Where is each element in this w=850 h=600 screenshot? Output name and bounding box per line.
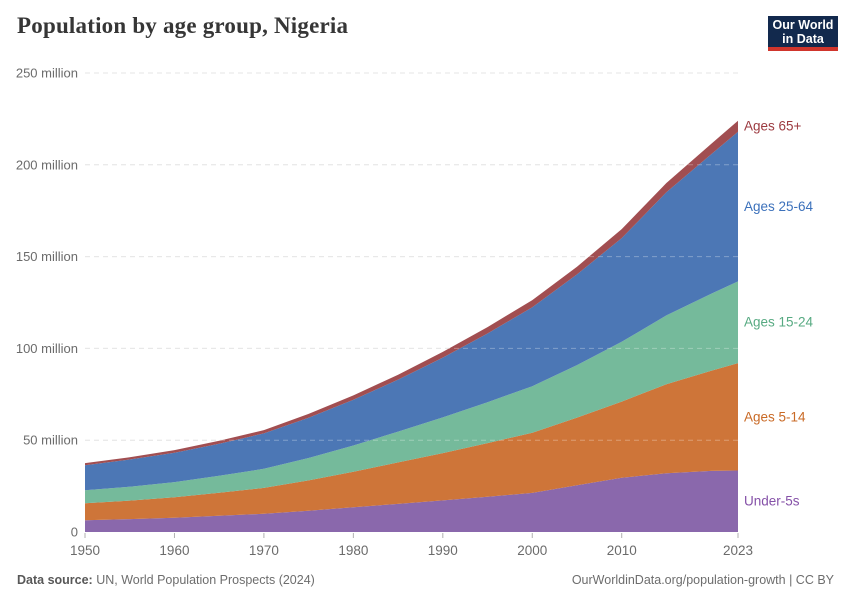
y-tick-label: 100 million	[16, 341, 78, 356]
legend-label-ages-25-64: Ages 25-64	[744, 199, 814, 214]
legend-label-ages-15-24: Ages 15-24	[744, 315, 814, 330]
stacked-areas	[85, 120, 738, 532]
x-tick-label: 1970	[249, 543, 279, 558]
gridlines-over	[85, 72, 738, 441]
x-tick-label: 1990	[428, 543, 458, 558]
owid-logo-line1: Our World	[772, 17, 834, 32]
area-ages-15-24	[85, 281, 738, 504]
page-title: Population by age group, Nigeria	[17, 13, 349, 38]
data-source-label: Data source:	[17, 573, 93, 587]
y-tick-label: 0	[71, 525, 78, 540]
data-source-note: Data source: UN, World Population Prospe…	[17, 573, 315, 587]
legend-label-ages-65: Ages 65+	[744, 119, 802, 134]
x-tick-label: 2010	[607, 543, 637, 558]
x-tick-label: 1960	[159, 543, 189, 558]
area-ages-25-64	[85, 131, 738, 491]
x-tick-label: 2000	[517, 543, 547, 558]
owid-logo[interactable]: Our World in Data	[768, 16, 838, 51]
y-tick-label: 50 million	[23, 433, 78, 448]
x-tick-label: 2023	[723, 543, 753, 558]
credit-link[interactable]: OurWorldinData.org/population-growth | C…	[571, 573, 834, 587]
owid-logo-line2: in Data	[782, 31, 824, 46]
series-legend: Under-5s Ages 5-14 Ages 15-24 Ages 25-64 Age…	[744, 119, 814, 509]
x-tick-label: 1980	[338, 543, 368, 558]
y-tick-label: 250 million	[16, 66, 78, 81]
footer: Data source: UN, World Population Prospe…	[17, 573, 834, 587]
legend-label-under-5s: Under-5s	[744, 494, 800, 509]
area-under-5s	[85, 470, 738, 532]
x-tick-label: 1950	[70, 543, 100, 558]
y-axis: 0 50 million 100 million 150 million 200 mil…	[16, 66, 78, 540]
y-tick-label: 150 million	[16, 249, 78, 264]
data-source-text: UN, World Population Prospects (2024)	[92, 573, 315, 587]
x-axis: 1950 1960 1970 1980 1990 2000 2010 2023	[70, 533, 753, 558]
y-tick-label: 200 million	[16, 157, 78, 172]
area-ages-5-14	[85, 363, 738, 521]
legend-label-ages-5-14: Ages 5-14	[744, 409, 806, 424]
